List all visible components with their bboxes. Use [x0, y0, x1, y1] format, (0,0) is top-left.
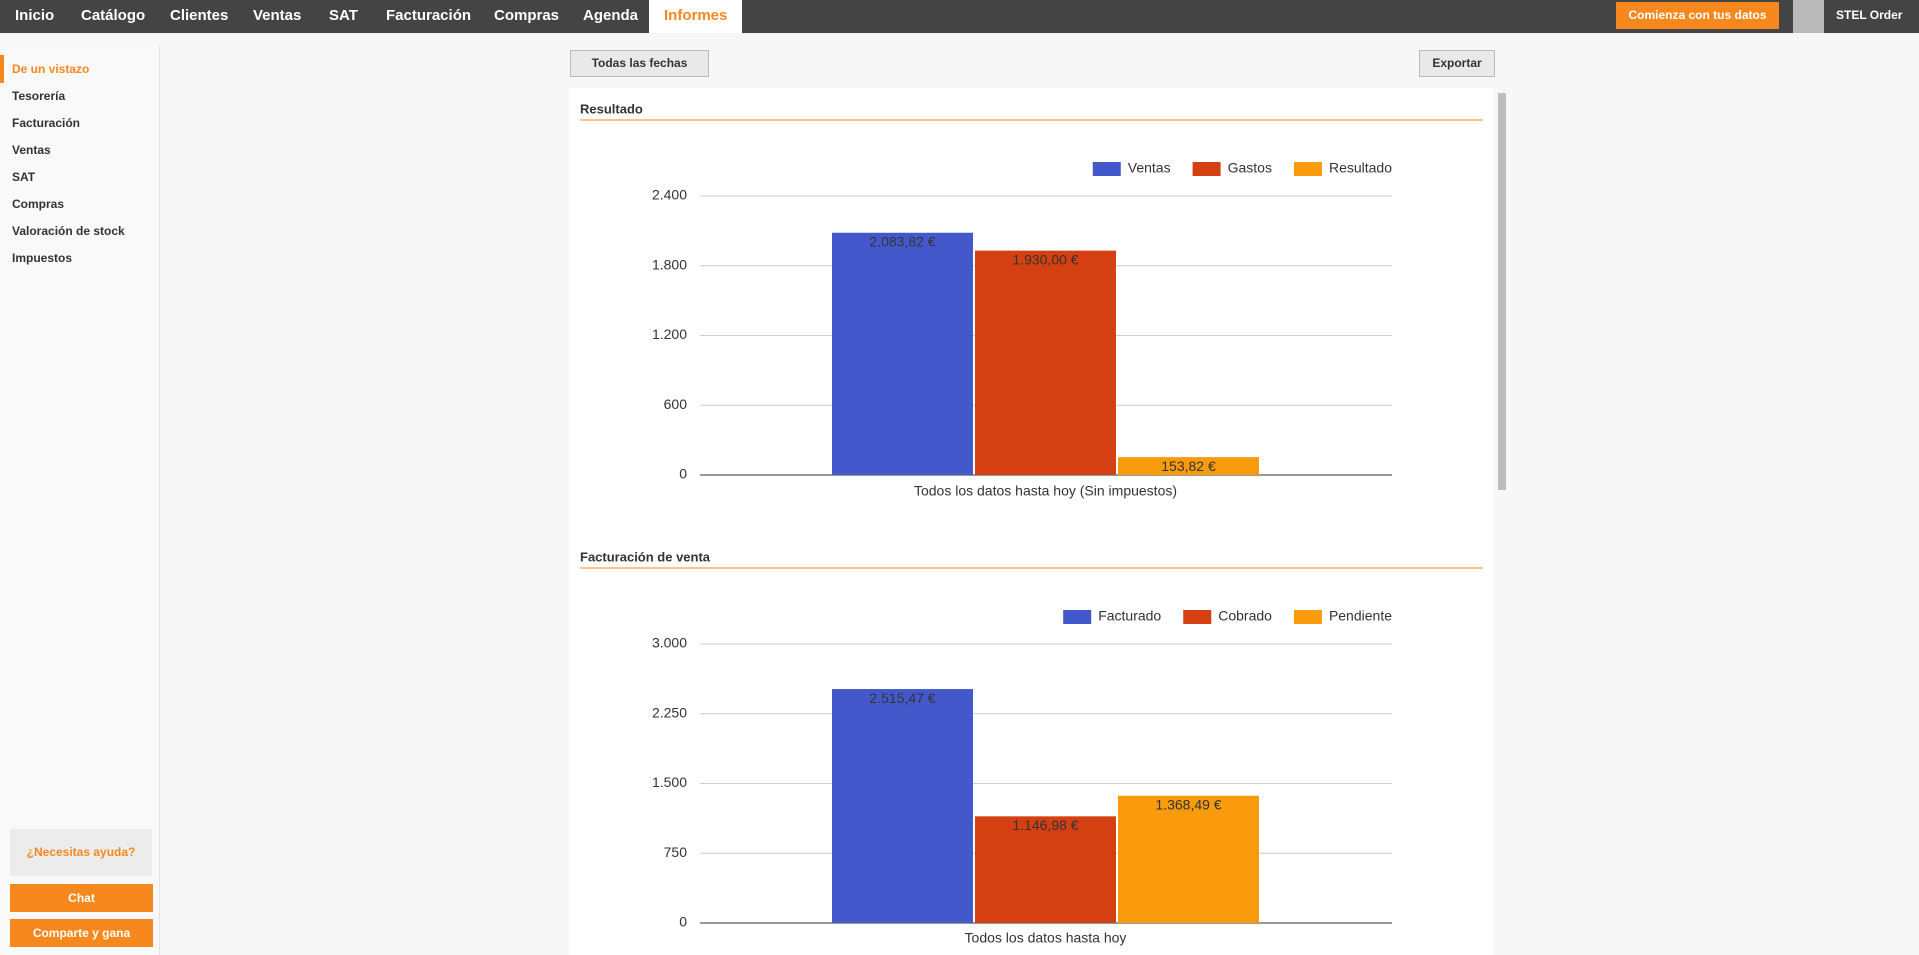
x-category-label: Todos los datos hasta hoy: [965, 930, 1127, 946]
sidebar: [0, 46, 160, 955]
sidebar-item[interactable]: De un vistazo: [12, 62, 90, 76]
y-tick-label: 0: [679, 466, 687, 482]
chart-title: Facturación de venta: [580, 549, 711, 564]
avatar[interactable]: [1793, 0, 1824, 33]
nav-item[interactable]: Inicio: [15, 7, 55, 24]
data-label: 1.368,49 €: [1155, 796, 1221, 812]
help-box: ¿Necesitas ayuda?: [10, 829, 152, 876]
sidebar-item[interactable]: SAT: [12, 170, 36, 184]
y-tick-label: 1.500: [652, 774, 687, 790]
sidebar-item[interactable]: Valoración de stock: [12, 224, 125, 238]
top-nav: Inicio Catálogo Clientes Ventas SAT Facturaci…: [0, 0, 1919, 33]
legend-label: Cobrado: [1218, 608, 1272, 624]
y-tick-label: 2.250: [652, 704, 687, 720]
nav-item[interactable]: Clientes: [170, 7, 229, 24]
nav-item[interactable]: Ventas: [253, 7, 302, 24]
user-menu[interactable]: STEL Order: [1836, 8, 1903, 22]
legend-swatch: [1092, 162, 1121, 176]
legend-swatch: [1192, 162, 1221, 176]
nav-item[interactable]: Agenda: [583, 7, 639, 24]
bar: [1118, 457, 1259, 475]
nav-item[interactable]: SAT: [329, 7, 358, 24]
sidebar-item[interactable]: Compras: [12, 197, 65, 211]
data-label: 2.083,82 €: [869, 233, 935, 249]
nav-item[interactable]: Informes: [649, 0, 743, 33]
legend-swatch: [1063, 610, 1092, 624]
legend-label: Pendiente: [1329, 608, 1392, 624]
sidebar-item[interactable]: Ventas: [12, 143, 51, 157]
sidebar-item[interactable]: Tesorería: [12, 89, 66, 103]
chart-title: Resultado: [580, 101, 643, 116]
legend-label: Ventas: [1128, 160, 1171, 176]
bar: [832, 232, 973, 475]
legend-swatch: [1293, 610, 1322, 624]
bar: [975, 816, 1116, 923]
sidebar-item[interactable]: Facturación: [12, 116, 81, 130]
legend-swatch: [1183, 610, 1212, 624]
legend-label: Gastos: [1228, 160, 1272, 176]
cta-button[interactable]: Comienza con tus datos: [1616, 2, 1779, 29]
legend-swatch: [1293, 162, 1322, 176]
y-tick-label: 600: [664, 396, 688, 412]
x-category-label: Todos los datos hasta hoy (Sin impuestos…: [914, 483, 1177, 499]
date-filter[interactable]: Todas las fechas: [570, 50, 709, 77]
y-tick-label: 1.200: [652, 326, 687, 342]
export-button[interactable]: Exportar: [1419, 50, 1495, 77]
chat-button[interactable]: Chat: [10, 884, 153, 912]
nav-item[interactable]: Catálogo: [81, 7, 146, 24]
bar: [832, 689, 973, 923]
y-tick-label: 2.400: [652, 187, 687, 203]
sidebar-item[interactable]: Impuestos: [12, 251, 73, 265]
data-label: 1.930,00 €: [1012, 251, 1078, 267]
nav-item[interactable]: Compras: [494, 7, 560, 24]
bar: [1118, 795, 1259, 923]
active-indicator: [0, 55, 4, 83]
bar: [975, 250, 1116, 475]
scrollbar[interactable]: [1498, 93, 1506, 490]
y-tick-label: 750: [664, 844, 688, 860]
data-label: 2.515,47 €: [869, 690, 935, 706]
data-label: 153,82 €: [1161, 458, 1216, 474]
data-label: 1.146,98 €: [1012, 817, 1078, 833]
legend-label: Resultado: [1329, 160, 1392, 176]
legend-label: Facturado: [1098, 608, 1161, 624]
report-panel: [569, 88, 1493, 955]
y-tick-label: 1.800: [652, 256, 687, 272]
y-tick-label: 0: [679, 914, 687, 930]
nav-item[interactable]: Facturación: [386, 7, 472, 24]
y-tick-label: 3.000: [652, 635, 687, 651]
share-button[interactable]: Comparte y gana: [10, 919, 153, 947]
